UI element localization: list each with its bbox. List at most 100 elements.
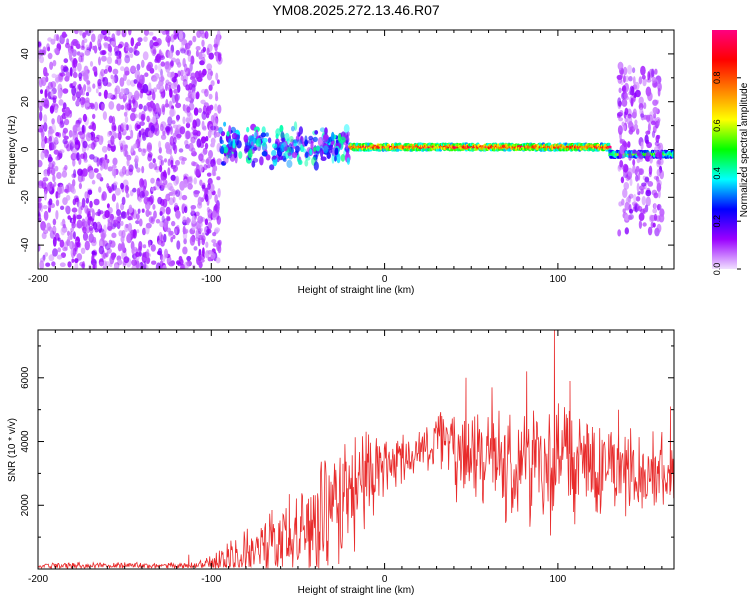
spectrogram-cell: [50, 141, 57, 151]
spectrogram-cell: [651, 68, 655, 78]
spectrogram-cell: [631, 149, 637, 155]
spectrogram-cell: [38, 243, 41, 252]
spectrogram-cell: [324, 127, 328, 135]
spectrogram-cell: [42, 177, 49, 182]
spectrogram-cell: [67, 261, 72, 268]
spectrogram-cell: [645, 130, 651, 135]
colorbar-gradient: [712, 30, 737, 269]
spectrogram-cell: [46, 43, 50, 51]
spectrogram-cell: [97, 78, 102, 87]
spectrogram-cell: [80, 247, 86, 254]
spectrogram-cell: [136, 213, 140, 221]
spectrogram-region: [38, 30, 223, 269]
spectrogram-cell: [654, 141, 660, 147]
spectrogram-cell: [161, 215, 165, 223]
colorbar-label: Normalized spectral amplitude: [739, 82, 750, 217]
spectrogram-cell: [63, 66, 69, 73]
spectrogram-cell: [193, 246, 198, 251]
spectrogram-cell: [638, 76, 643, 85]
spectrogram-cell: [653, 203, 657, 209]
spectrogram-cell: [289, 135, 294, 143]
spectrogram-cell: [85, 92, 90, 97]
spectrogram-cell: [340, 154, 346, 162]
spectrogram-cell: [83, 220, 88, 228]
spectrogram-cell: [206, 228, 212, 234]
spectrogram-cell: [659, 208, 665, 217]
spectrogram-cell: [43, 122, 48, 132]
spectrogram-cell: [206, 47, 210, 56]
spectrogram-cell: [170, 60, 174, 67]
spectrogram-cell: [652, 106, 659, 114]
spectrogram-cell: [133, 79, 138, 84]
spectrogram-cell: [139, 74, 144, 84]
spectrogram-cell: [651, 130, 656, 138]
spectrogram-cell: [160, 159, 164, 166]
spectrogram-cell: [74, 30, 79, 35]
spectrogram-cell: [79, 132, 86, 140]
spectrogram-cell: [43, 66, 48, 77]
spectrogram-cell: [120, 88, 124, 97]
spectrogram-cell: [43, 229, 49, 234]
spectrogram-cell: [302, 148, 307, 153]
spectrogram-cell: [127, 232, 132, 241]
spectrogram-cell: [151, 187, 154, 192]
spectrogram-cell: [123, 144, 129, 152]
spectrogram-cell: [168, 261, 175, 267]
spectrogram-cell: [146, 115, 150, 123]
colorbar-ticks: 0.0 0.2 0.4 0.6 0.8: [712, 72, 741, 275]
spectrogram-cell: [646, 141, 652, 149]
x-tick-label: 0: [382, 274, 388, 285]
spectrogram-cell: [193, 177, 197, 185]
spectrogram-cell: [176, 224, 180, 230]
spectrogram-cell: [656, 134, 661, 140]
spectrogram-cell: [657, 204, 660, 211]
spectrogram-cell: [628, 152, 632, 161]
spectrogram-cell: [202, 247, 205, 257]
spectrogram-cell: [658, 189, 661, 199]
spectrogram-cell: [76, 152, 80, 161]
spectrogram-cell: [168, 230, 174, 236]
spectrogram-cell: [71, 85, 77, 96]
spectrogram-cell: [115, 30, 121, 36]
spectrogram-cell: [89, 61, 94, 67]
spectrogram-cell: [634, 119, 638, 126]
spectrogram-cell: [128, 47, 134, 54]
spectrogram-cell: [98, 186, 102, 193]
spectrogram-cell: [628, 215, 633, 221]
spectrogram-cell: [173, 136, 177, 145]
spectrogram-cell: [207, 222, 213, 230]
spectrogram-cell: [187, 183, 193, 190]
spectrogram-cell: [164, 61, 170, 70]
spectrogram-cell: [160, 176, 166, 182]
spectrogram-cell: [92, 113, 96, 120]
spectrogram-cell: [202, 53, 206, 58]
spectrogram-cell: [81, 124, 87, 134]
spectrogram-cell: [172, 234, 176, 240]
spectrogram-cell: [172, 196, 176, 203]
spectrogram-cell: [107, 30, 111, 36]
spectrogram-cell: [89, 41, 93, 50]
spectrogram-cell: [638, 168, 643, 176]
spectrogram-cell: [151, 91, 156, 101]
spectrogram-cell: [187, 54, 192, 62]
spectrogram-cell: [41, 223, 45, 231]
spectrogram-cell: [158, 63, 162, 73]
spectrogram-cell: [185, 117, 190, 123]
spectrogram-cell: [148, 162, 154, 170]
spectrogram-cell: [153, 162, 158, 171]
spectrogram-cell: [201, 235, 206, 242]
spectrogram-cell: [217, 188, 221, 198]
spectrogram-cell: [215, 51, 219, 62]
spectrogram-cell: [64, 205, 70, 214]
spectrogram-cell: [652, 99, 658, 106]
spectrogram-cell: [74, 242, 78, 252]
spectrogram-cell: [119, 77, 125, 87]
spectrogram-cell: [314, 130, 319, 135]
spectrogram-cell: [123, 256, 130, 264]
spectrogram-cell: [640, 65, 646, 76]
spectrogram-cell: [51, 73, 57, 79]
spectrogram-cell: [152, 49, 157, 55]
spectrogram-cell: [175, 159, 180, 166]
spectrogram-cell: [649, 155, 653, 164]
spectrogram-cell: [72, 153, 78, 160]
